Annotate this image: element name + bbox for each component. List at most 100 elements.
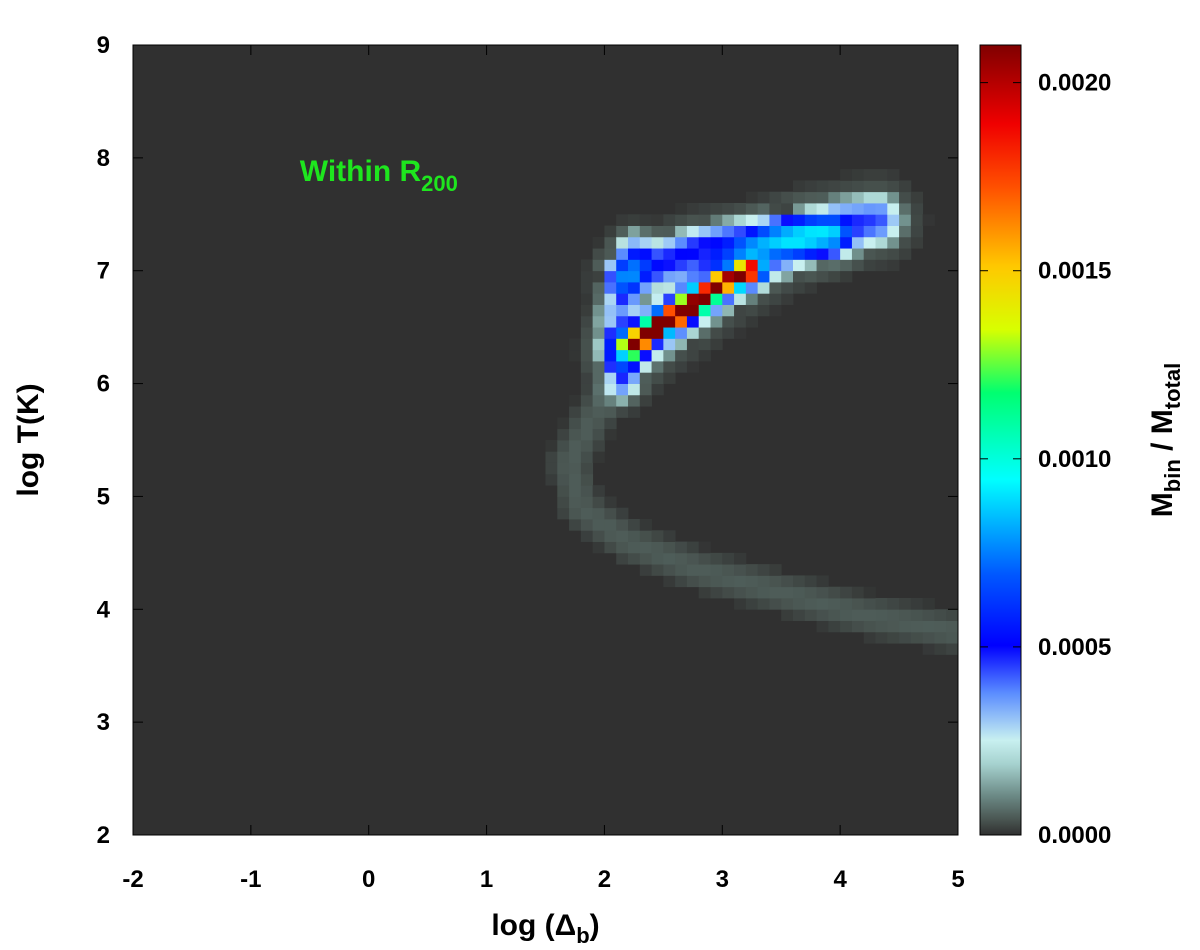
heatmap-bin [639, 327, 652, 339]
y-tick-label: 4 [97, 596, 111, 623]
heatmap-bin [663, 552, 676, 565]
heatmap-bin [910, 620, 924, 633]
heatmap-bin [698, 203, 711, 215]
heatmap-bin [793, 270, 806, 283]
heatmap-bin [793, 609, 806, 621]
heatmap-bin [592, 440, 605, 452]
heatmap-bin [793, 203, 806, 215]
colorbar-ticks: 0.0000 0.0005 0.0010 0.0015 0.0020 [980, 70, 1111, 849]
heatmap-bin [910, 191, 924, 204]
heatmap-bin [781, 598, 794, 610]
heatmap-bin [757, 564, 770, 576]
heatmap-bin [628, 406, 641, 418]
heatmap-bin [910, 225, 924, 238]
heatmap-bin [828, 586, 841, 599]
heatmap-bin [840, 225, 853, 238]
heatmap-bin [887, 248, 900, 260]
heatmap-bin [828, 609, 841, 621]
heatmap-bin [580, 394, 594, 407]
heatmap-bin [592, 327, 605, 339]
heatmap-bin [651, 372, 664, 384]
heatmap-bin [734, 586, 747, 599]
heatmap-bin [863, 248, 876, 260]
heatmap-bin [769, 225, 782, 238]
heatmap-bin [840, 259, 853, 272]
heatmap-bin [875, 248, 888, 260]
heatmap-bin [628, 270, 641, 283]
heatmap-bin [804, 586, 817, 599]
heatmap-bin [698, 236, 711, 249]
colorbar-tick-label: 0.0005 [1038, 634, 1111, 661]
heatmap-bin [781, 203, 794, 215]
heatmap-bin [675, 236, 688, 249]
x-tick-label: 0 [362, 866, 375, 893]
heatmap-bin [875, 259, 888, 272]
heatmap-bin [592, 541, 605, 554]
heatmap-bin [580, 519, 594, 531]
heatmap-bin [580, 304, 594, 317]
heatmap-bin [769, 598, 782, 610]
heatmap-bin [781, 282, 794, 294]
heatmap-bin [863, 191, 876, 204]
heatmap-bin [757, 236, 770, 249]
y-tick-label: 3 [97, 709, 110, 736]
heatmap-bin [781, 586, 794, 599]
heatmap-bin [781, 293, 794, 305]
heatmap-bin [698, 293, 711, 305]
heatmap-bin [580, 440, 594, 452]
y-tick-label: 8 [97, 145, 110, 172]
heatmap-bin [793, 214, 806, 226]
y-tick-label: 6 [97, 371, 110, 398]
colorbar-tick-label: 0.0015 [1038, 258, 1111, 285]
heatmap-bin [769, 259, 782, 272]
heatmap-bin [899, 203, 912, 215]
heatmap-bin [580, 530, 594, 542]
heatmap-bin [722, 282, 735, 294]
heatmap-bin [722, 236, 735, 249]
heatmap-bin [686, 225, 700, 238]
heatmap-bin [816, 620, 829, 633]
heatmap-bin [710, 259, 723, 272]
heatmap-bin [863, 214, 876, 226]
heatmap-bin [675, 270, 688, 283]
heatmap-bin [722, 575, 735, 588]
heatmap-bin [663, 530, 676, 542]
heatmap-bin [710, 225, 723, 238]
heatmap-bin [639, 519, 652, 531]
heatmap-bin [793, 598, 806, 610]
heatmap-bin [639, 361, 652, 373]
heatmap-bin [875, 180, 888, 193]
heatmap-bin [851, 191, 865, 204]
heatmap-bin [675, 315, 688, 328]
x-tick-label: -1 [240, 866, 261, 893]
heatmap-bin [592, 451, 605, 463]
heatmap-bin [710, 586, 723, 599]
heatmap-bin [793, 282, 806, 294]
heatmap-bin [887, 631, 900, 644]
heatmap-bin [757, 248, 770, 260]
heatmap-bin [663, 236, 676, 249]
heatmap-bin [887, 259, 900, 272]
heatmap-bin [604, 394, 617, 407]
heatmap-bin [686, 315, 700, 328]
heatmap-bin [545, 451, 558, 463]
heatmap-bin [651, 225, 664, 238]
heatmap-bin [875, 169, 888, 181]
heatmap-bin [816, 180, 829, 193]
heatmap-bin [686, 541, 700, 554]
heatmap-bin [651, 327, 664, 339]
heatmap-bin [875, 631, 888, 644]
heatmap-bin [686, 338, 700, 351]
heatmap-bin [734, 552, 747, 565]
heatmap-bin [663, 315, 676, 328]
heatmap-bin [804, 609, 817, 621]
heatmap-bin [557, 496, 570, 509]
heatmap-bin [663, 248, 676, 260]
heatmap-bin [769, 248, 782, 260]
heatmap-bin [639, 552, 652, 565]
heatmap-bin [580, 349, 594, 362]
heatmap-bin [899, 248, 912, 260]
heatmap-bin [722, 214, 735, 226]
heatmap-bin [698, 304, 711, 317]
heatmap-bin [769, 575, 782, 588]
